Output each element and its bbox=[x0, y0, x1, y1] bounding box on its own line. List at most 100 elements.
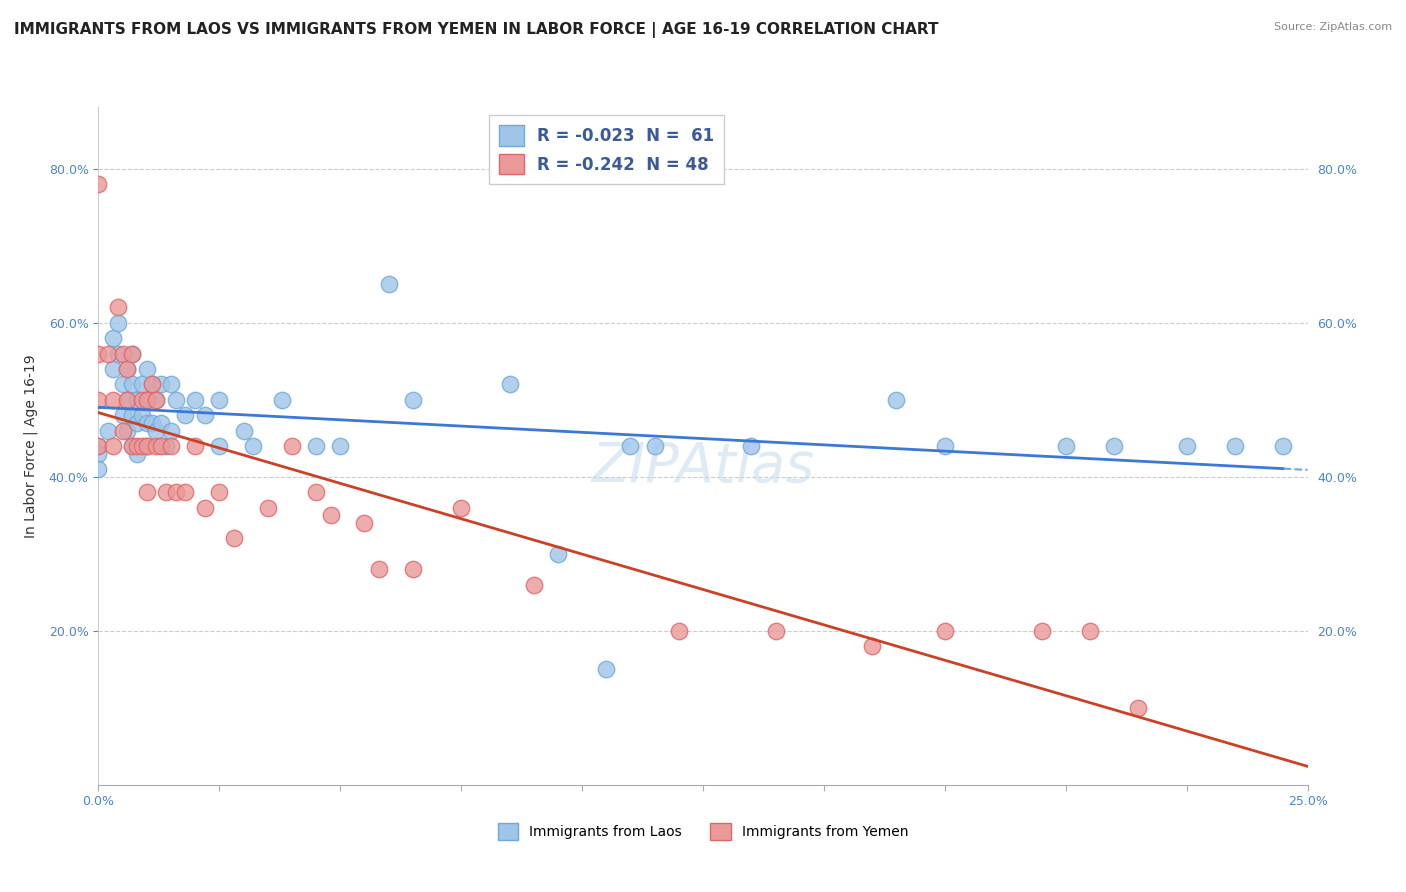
Point bbox=[127, 447, 149, 461]
Point bbox=[117, 392, 139, 407]
Point bbox=[87, 439, 110, 453]
Point bbox=[208, 392, 231, 407]
Point bbox=[127, 416, 149, 430]
Point bbox=[160, 424, 183, 438]
Point bbox=[127, 439, 149, 453]
Point bbox=[87, 346, 110, 360]
Point bbox=[165, 485, 187, 500]
Point bbox=[111, 346, 134, 360]
Point bbox=[523, 577, 546, 591]
Point bbox=[329, 439, 352, 453]
Text: ZIPAtlas: ZIPAtlas bbox=[592, 440, 814, 493]
Point bbox=[145, 392, 167, 407]
Point bbox=[145, 424, 167, 438]
Point bbox=[934, 624, 956, 638]
Point bbox=[101, 362, 124, 376]
Point bbox=[121, 377, 143, 392]
Point bbox=[174, 485, 197, 500]
Point bbox=[127, 392, 149, 407]
Point bbox=[117, 362, 139, 376]
Point bbox=[1223, 439, 1246, 453]
Text: Source: ZipAtlas.com: Source: ZipAtlas.com bbox=[1274, 22, 1392, 32]
Point bbox=[377, 277, 399, 292]
Point bbox=[1272, 439, 1295, 453]
Point bbox=[150, 416, 173, 430]
Point bbox=[135, 362, 157, 376]
Point bbox=[111, 424, 134, 438]
Point bbox=[740, 439, 762, 453]
Point bbox=[141, 377, 163, 392]
Point bbox=[1054, 439, 1077, 453]
Point bbox=[87, 439, 110, 453]
Point bbox=[886, 392, 908, 407]
Point bbox=[644, 439, 666, 453]
Point bbox=[135, 416, 157, 430]
Point bbox=[101, 439, 124, 453]
Text: IMMIGRANTS FROM LAOS VS IMMIGRANTS FROM YEMEN IN LABOR FORCE | AGE 16-19 CORRELA: IMMIGRANTS FROM LAOS VS IMMIGRANTS FROM … bbox=[14, 22, 939, 38]
Point bbox=[87, 462, 110, 476]
Point bbox=[117, 392, 139, 407]
Point bbox=[150, 377, 173, 392]
Point bbox=[121, 439, 143, 453]
Point bbox=[87, 447, 110, 461]
Point bbox=[160, 377, 183, 392]
Point bbox=[131, 439, 153, 453]
Point bbox=[194, 408, 217, 422]
Point bbox=[131, 408, 153, 422]
Point bbox=[135, 485, 157, 500]
Point bbox=[1175, 439, 1198, 453]
Point bbox=[547, 547, 569, 561]
Point bbox=[368, 562, 391, 576]
Point bbox=[155, 439, 177, 453]
Point bbox=[450, 500, 472, 515]
Point bbox=[208, 485, 231, 500]
Point bbox=[121, 408, 143, 422]
Point bbox=[242, 439, 264, 453]
Point bbox=[97, 346, 120, 360]
Point bbox=[135, 439, 157, 453]
Point bbox=[97, 424, 120, 438]
Point bbox=[184, 392, 207, 407]
Point bbox=[131, 377, 153, 392]
Point bbox=[101, 392, 124, 407]
Point bbox=[141, 416, 163, 430]
Point bbox=[107, 316, 129, 330]
Point bbox=[184, 439, 207, 453]
Point bbox=[402, 392, 425, 407]
Point bbox=[135, 439, 157, 453]
Point bbox=[145, 392, 167, 407]
Point bbox=[281, 439, 304, 453]
Y-axis label: In Labor Force | Age 16-19: In Labor Force | Age 16-19 bbox=[22, 354, 38, 538]
Point bbox=[353, 516, 375, 530]
Point bbox=[860, 640, 883, 654]
Point bbox=[1078, 624, 1101, 638]
Point bbox=[107, 346, 129, 360]
Point bbox=[111, 408, 134, 422]
Point bbox=[402, 562, 425, 576]
Point bbox=[111, 377, 134, 392]
Legend: Immigrants from Laos, Immigrants from Yemen: Immigrants from Laos, Immigrants from Ye… bbox=[492, 818, 914, 846]
Point bbox=[117, 362, 139, 376]
Point bbox=[87, 177, 110, 191]
Point bbox=[668, 624, 690, 638]
Point bbox=[256, 500, 278, 515]
Point bbox=[232, 424, 254, 438]
Point bbox=[135, 392, 157, 407]
Point bbox=[160, 439, 183, 453]
Point bbox=[1102, 439, 1125, 453]
Point bbox=[934, 439, 956, 453]
Point bbox=[305, 485, 328, 500]
Point bbox=[141, 377, 163, 392]
Point bbox=[1031, 624, 1053, 638]
Point bbox=[135, 392, 157, 407]
Point bbox=[271, 392, 294, 407]
Point bbox=[87, 392, 110, 407]
Point bbox=[194, 500, 217, 515]
Point bbox=[498, 377, 520, 392]
Point bbox=[155, 485, 177, 500]
Point bbox=[319, 508, 342, 523]
Point bbox=[107, 301, 129, 315]
Point bbox=[101, 331, 124, 345]
Point bbox=[121, 346, 143, 360]
Point bbox=[208, 439, 231, 453]
